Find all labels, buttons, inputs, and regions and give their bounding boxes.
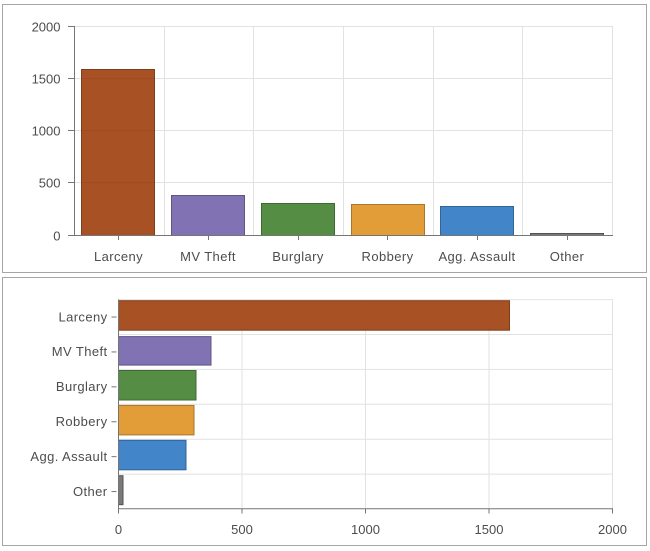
svg-text:1000: 1000: [351, 522, 380, 537]
svg-text:1500: 1500: [32, 71, 61, 86]
svg-text:2000: 2000: [32, 19, 61, 34]
svg-text:Agg. Assault: Agg. Assault: [438, 249, 515, 264]
svg-text:Burglary: Burglary: [56, 379, 108, 394]
svg-text:Robbery: Robbery: [362, 249, 414, 264]
svg-text:500: 500: [39, 175, 61, 190]
svg-text:Other: Other: [550, 249, 585, 264]
svg-text:MV Theft: MV Theft: [180, 249, 236, 264]
svg-text:Robbery: Robbery: [56, 414, 108, 429]
svg-text:Larceny: Larceny: [94, 249, 143, 264]
svg-text:0: 0: [115, 522, 122, 537]
svg-text:500: 500: [231, 522, 253, 537]
svg-text:Other: Other: [73, 484, 108, 499]
svg-text:Larceny: Larceny: [58, 309, 107, 324]
svg-text:Burglary: Burglary: [272, 249, 324, 264]
svg-text:Agg. Assault: Agg. Assault: [30, 449, 107, 464]
svg-text:0: 0: [53, 228, 60, 243]
svg-text:1500: 1500: [475, 522, 504, 537]
svg-text:2000: 2000: [598, 522, 627, 537]
svg-text:MV Theft: MV Theft: [52, 344, 108, 359]
svg-text:1000: 1000: [32, 123, 61, 138]
